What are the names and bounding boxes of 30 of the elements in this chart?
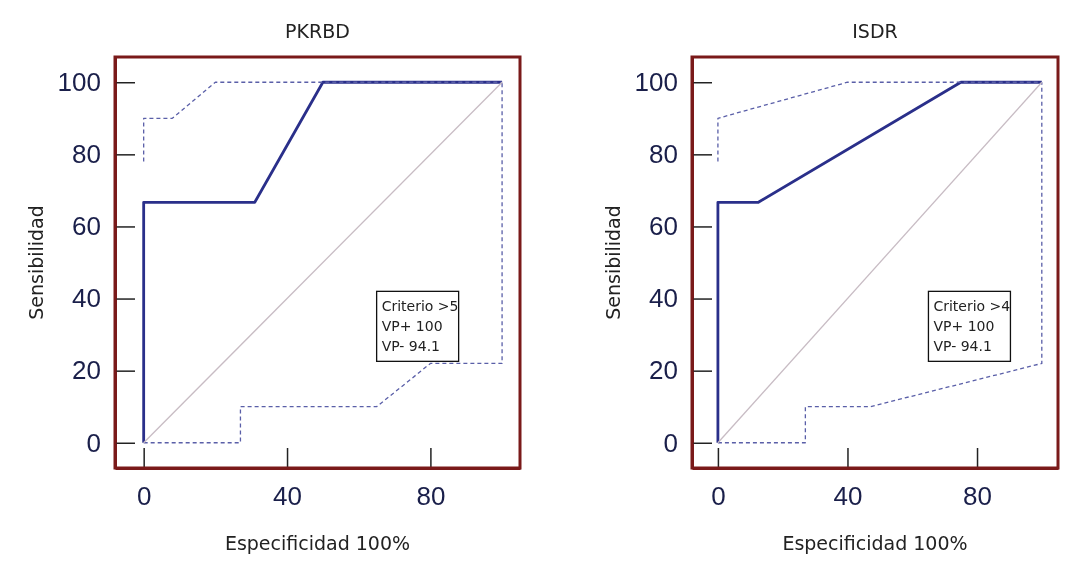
x-tick-label: 40 bbox=[833, 481, 863, 512]
y-tick-label: 0 bbox=[663, 427, 678, 458]
chart-title: PKRBD bbox=[285, 20, 350, 42]
y-tick-label: 60 bbox=[72, 211, 101, 242]
annotation: VP- 94.1 bbox=[933, 338, 992, 355]
y-tick-label: 0 bbox=[86, 427, 101, 458]
y-tick-label: 60 bbox=[649, 211, 678, 242]
y-tick-label: 20 bbox=[72, 355, 101, 386]
y-tick-label: 20 bbox=[649, 355, 678, 386]
y-tick-label: 100 bbox=[634, 67, 678, 98]
x-tick-label: 0 bbox=[711, 481, 726, 512]
annotation: Criterio >5 bbox=[381, 298, 459, 315]
x-axis-title: Especificidad 100% bbox=[224, 532, 411, 554]
annotation: VP+ 100 bbox=[381, 318, 443, 335]
y-axis-title: Sensibilidad bbox=[602, 205, 624, 320]
chart-title: ISDR bbox=[852, 20, 898, 42]
annotation: VP+ 100 bbox=[933, 318, 995, 335]
x-tick-label: 80 bbox=[963, 481, 992, 512]
annotation: VP- 94.1 bbox=[381, 338, 441, 355]
annotation: Criterio >4 bbox=[933, 298, 1011, 315]
y-tick-label: 80 bbox=[72, 139, 101, 170]
x-tick-label: 40 bbox=[273, 481, 302, 512]
y-tick-label: 40 bbox=[72, 283, 101, 314]
x-axis-title: Especificidad 100% bbox=[782, 532, 968, 554]
y-tick-label: 100 bbox=[57, 67, 101, 98]
y-tick-label: 80 bbox=[649, 139, 678, 170]
y-axis-title: Sensibilidad bbox=[25, 205, 47, 320]
x-tick-label: 80 bbox=[416, 481, 446, 512]
y-tick-label: 40 bbox=[649, 283, 678, 314]
x-tick-label: 0 bbox=[136, 481, 152, 512]
